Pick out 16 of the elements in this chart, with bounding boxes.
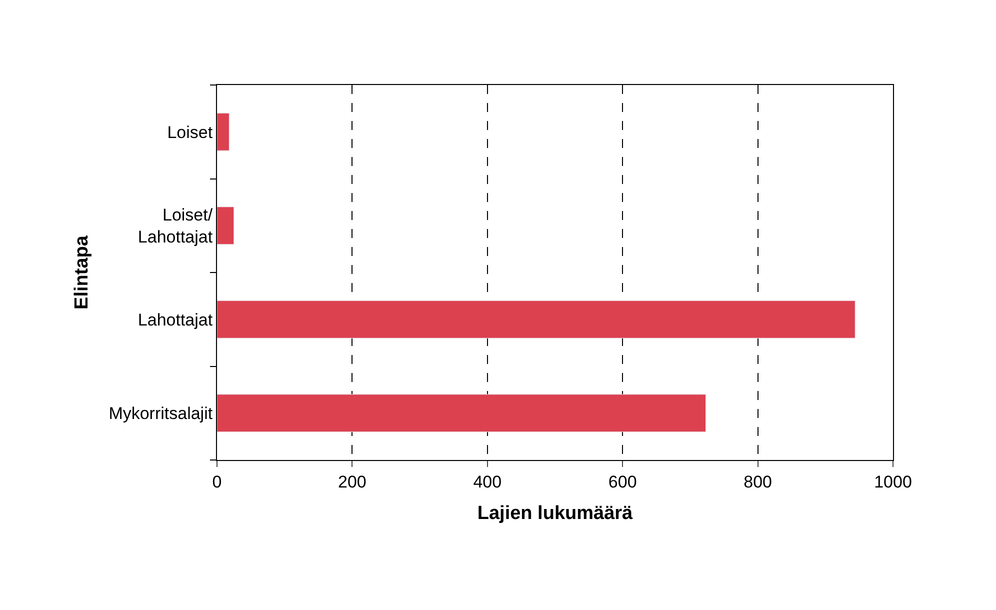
x-axis-title: Lajien lukumäärä <box>477 503 634 524</box>
x-tick-label: 800 <box>744 472 772 492</box>
y-axis-title: Elintapa <box>72 235 93 310</box>
y-tick-label: Loiset <box>167 122 213 142</box>
bar <box>217 206 234 245</box>
bar <box>217 300 856 338</box>
x-tick-label: 200 <box>338 472 366 492</box>
y-tick-label: Lahottajat <box>138 310 213 330</box>
x-tick-label: 0 <box>212 472 222 492</box>
x-tick-label: 600 <box>608 472 637 492</box>
bar <box>217 394 706 432</box>
x-tick-label: 400 <box>473 472 502 492</box>
y-tick-label: Mykorritsalajit <box>108 404 213 424</box>
x-tick-label: 1000 <box>874 472 912 492</box>
y-tick-label: Loiset/ Lahottajat <box>138 206 213 247</box>
bar <box>217 112 230 151</box>
